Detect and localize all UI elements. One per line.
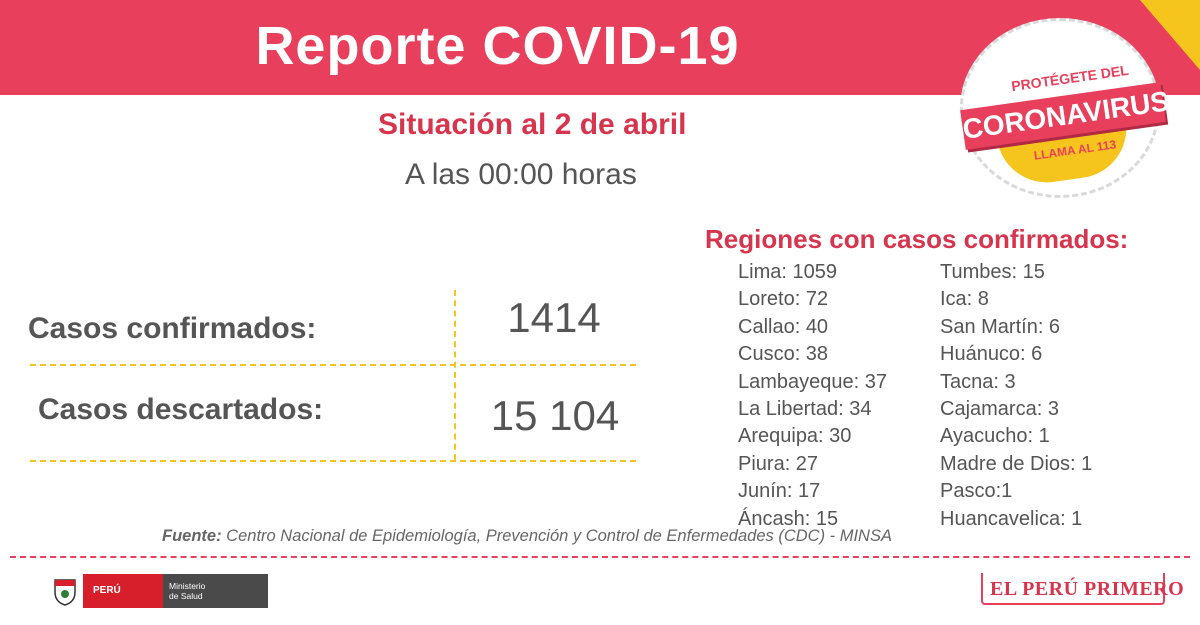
source-text: Centro Nacional de Epidemiología, Preven… — [221, 527, 892, 545]
list-item: La Libertad: 34 — [738, 398, 872, 421]
ministry-logo: PERÚ Ministerio de Salud — [50, 574, 268, 608]
list-item: Tumbes: 15 — [940, 261, 1045, 283]
list-item: Madre de Dios: 1 — [940, 452, 1093, 475]
coat-of-arms-icon — [54, 579, 76, 606]
brand-logo: EL PERÚ PRIMERO — [990, 578, 1185, 600]
confirmed-value: 1414 — [507, 294, 601, 341]
discarded-value: 15 104 — [490, 392, 620, 439]
regions-column-1: Lima: 1059 Loreto: 72 Callao: 40 Cusco: … — [738, 259, 887, 533]
list-item: Tacna: 3 — [940, 370, 1016, 393]
footer-divider — [10, 556, 1190, 558]
regions-title: Regiones con casos confirmados: — [705, 224, 1129, 254]
situation-title: Situación al 2 de abril — [378, 108, 687, 141]
list-item: Ica: 8 — [940, 288, 989, 311]
list-item: San Martín: 6 — [940, 315, 1061, 338]
list-item: Lima: 1059 — [738, 261, 837, 283]
list-item: Áncash: 15 — [738, 507, 839, 530]
list-item: Junín: 17 — [738, 480, 821, 503]
coronavirus-badge: PROTÉGETE DEL CORONAVIRUS LLAMA AL 113 — [960, 18, 1171, 203]
list-item: Loreto: 72 — [738, 288, 829, 311]
table-divider-vertical — [454, 290, 456, 460]
page-title: Reporte COVID-19 — [255, 16, 740, 76]
list-item: Ayacucho: 1 — [940, 425, 1050, 448]
regions-column-2: Tumbes: 15 Ica: 8 San Martín: 6 Huánuco:… — [940, 259, 1092, 533]
source-note: Fuente: Centro Nacional de Epidemiología… — [162, 527, 892, 546]
list-item: Cajamarca: 3 — [940, 398, 1059, 421]
ministry-name: Ministerio de Salud — [163, 574, 268, 608]
list-item: Huancavelica: 1 — [940, 507, 1083, 530]
table-divider-horizontal — [30, 460, 636, 462]
list-item: Pasco:1 — [940, 480, 1013, 503]
confirmed-label: Casos confirmados: — [28, 312, 317, 345]
list-item: Huánuco: 6 — [940, 343, 1043, 366]
ministry-country: PERÚ — [83, 574, 163, 608]
list-item: Arequipa: 30 — [738, 425, 852, 448]
list-item: Piura: 27 — [738, 452, 819, 475]
table-divider-horizontal — [30, 364, 636, 366]
list-item: Callao: 40 — [738, 315, 829, 338]
brand-frame — [981, 573, 1165, 605]
discarded-label: Casos descartados: — [38, 393, 324, 426]
corner-accent — [1140, 0, 1200, 70]
list-item: Cusco: 38 — [738, 343, 829, 366]
source-label: Fuente: — [162, 527, 222, 545]
situation-time: A las 00:00 horas — [405, 158, 637, 191]
list-item: Lambayeque: 37 — [738, 370, 888, 393]
